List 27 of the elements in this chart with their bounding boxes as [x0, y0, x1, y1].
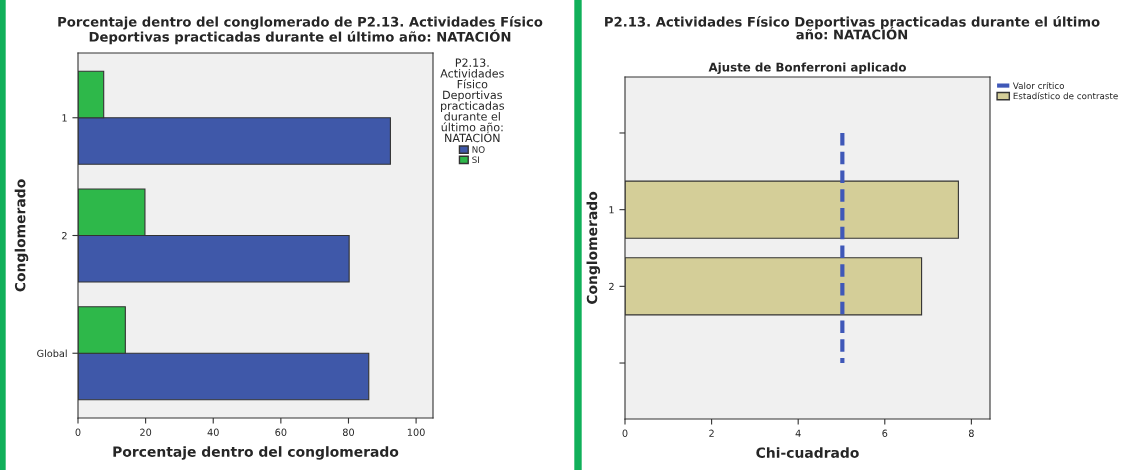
x-axis-title: Porcentaje dentro del conglomerado	[113, 446, 399, 460]
y-tick-label: 2	[62, 231, 67, 240]
legend-label: NO	[472, 146, 485, 153]
chart-title: P2.13. Actividades Físico Deportivas practicadas durante el último año: NATACIÓN	[605, 16, 1100, 40]
y-tick-label: Global	[37, 349, 67, 358]
x-axis-title: Chi-cuadrado	[756, 447, 859, 458]
x-tick-label: 8	[968, 429, 974, 437]
y-tick-label: 1	[62, 114, 67, 122]
legend-title: P2.13. Actividades Físico Deportivas practicadas durante el último año: NATACIÓN	[440, 58, 505, 143]
x-tick-label: 6	[882, 429, 888, 437]
x-tick-label: 100	[407, 428, 425, 436]
chart-title: Porcentaje dentro del conglomerado de P2.13. Actividades Físico Deportivas practicadas durante el último año: NATACIÓN	[58, 16, 543, 45]
legend-label: Estadístico de contraste	[1013, 92, 1118, 100]
y-axis-title: Conglomerado	[14, 179, 29, 292]
x-tick-label: 20	[140, 428, 152, 436]
x-tick-label: 4	[795, 429, 801, 437]
chart-subtitle: Ajuste de Bonferroni aplicado	[708, 62, 906, 74]
x-tick-label: 60	[275, 428, 287, 436]
y-tick-label: 1	[609, 206, 614, 214]
x-tick-label: 0	[75, 428, 81, 436]
x-tick-label: 2	[709, 429, 714, 437]
legend-label: Valor crítico	[1012, 81, 1065, 90]
x-tick-label: 40	[207, 428, 219, 436]
y-axis-title: Conglomerado	[586, 191, 601, 305]
x-tick-label: 80	[342, 428, 355, 436]
x-tick-label: 0	[622, 429, 628, 437]
legend-label: SI	[472, 156, 479, 164]
